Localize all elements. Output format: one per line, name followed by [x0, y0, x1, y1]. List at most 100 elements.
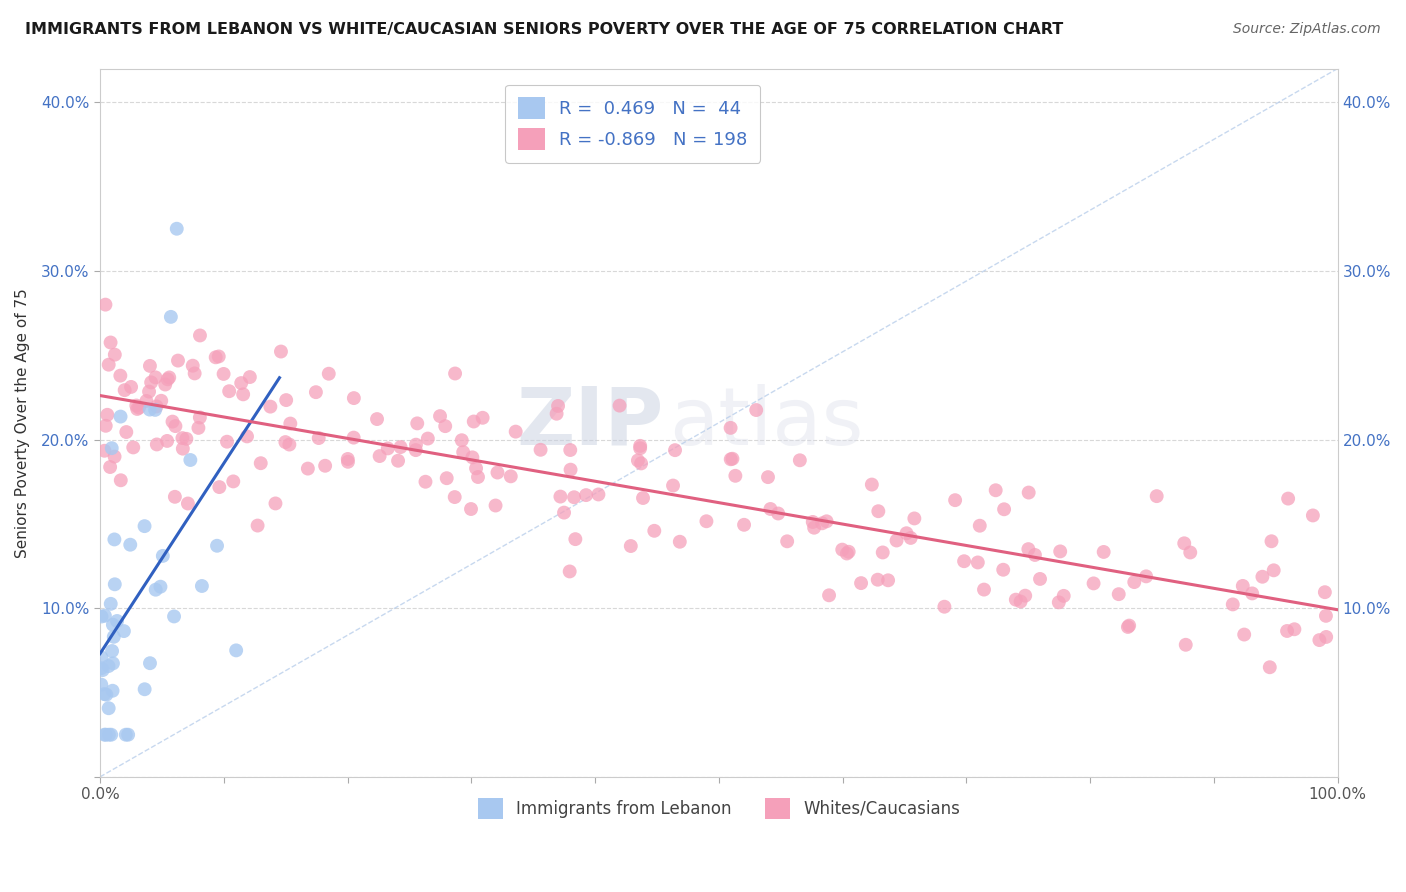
Point [305, 385, 328, 400]
Point [318, 367, 340, 381]
Point [336, 455, 359, 469]
Point [943, 493, 966, 508]
Point [451, 445, 474, 459]
Point [104, 348, 127, 362]
Point [100, 597, 122, 611]
Point [1123, 575, 1146, 590]
Point [872, 545, 894, 559]
Point [724, 468, 747, 483]
Point [1029, 572, 1052, 586]
Point [1083, 576, 1105, 591]
Point [720, 421, 742, 435]
Point [1108, 587, 1130, 601]
Point [1308, 633, 1330, 648]
Point [93, 728, 115, 742]
Point [181, 359, 204, 373]
Point [278, 437, 301, 451]
Point [558, 565, 581, 579]
Point [276, 393, 298, 408]
Point [1047, 595, 1070, 609]
Point [100, 441, 122, 455]
Point [188, 328, 211, 343]
Point [831, 542, 853, 557]
Point [114, 383, 136, 397]
Point [270, 344, 292, 359]
Point [212, 367, 235, 381]
Point [127, 401, 149, 416]
Point [101, 644, 124, 658]
Legend: Immigrants from Lebanon, Whites/Caucasians: Immigrants from Lebanon, Whites/Caucasia… [471, 791, 967, 825]
Point [406, 417, 429, 431]
Point [98, 460, 121, 475]
Point [1251, 570, 1274, 584]
Point [745, 403, 768, 417]
Point [155, 377, 177, 392]
Point [167, 353, 190, 368]
Point [429, 409, 451, 423]
Point [630, 457, 652, 471]
Point [1180, 545, 1202, 559]
Point [191, 579, 214, 593]
Point [849, 576, 872, 591]
Point [90, 661, 112, 675]
Point [415, 475, 437, 489]
Point [868, 504, 890, 518]
Point [150, 393, 173, 408]
Point [1116, 620, 1139, 634]
Point [434, 419, 457, 434]
Point [860, 477, 883, 491]
Point [156, 434, 179, 448]
Point [274, 435, 297, 450]
Point [343, 431, 366, 445]
Point [215, 434, 238, 449]
Point [1233, 627, 1256, 641]
Point [249, 456, 271, 470]
Point [993, 563, 1015, 577]
Point [1241, 586, 1264, 600]
Point [1004, 592, 1026, 607]
Point [896, 526, 918, 541]
Point [866, 573, 889, 587]
Point [94, 298, 117, 312]
Point [450, 434, 472, 448]
Point [662, 478, 685, 492]
Point [188, 410, 211, 425]
Point [1014, 589, 1036, 603]
Point [120, 538, 142, 552]
Point [444, 367, 467, 381]
Point [721, 451, 744, 466]
Point [467, 470, 489, 484]
Point [239, 370, 262, 384]
Point [1118, 618, 1140, 632]
Point [110, 409, 132, 424]
Point [138, 402, 160, 417]
Point [93, 687, 115, 701]
Point [141, 376, 163, 390]
Point [115, 425, 138, 439]
Point [336, 452, 359, 467]
Point [145, 400, 167, 414]
Point [609, 399, 631, 413]
Point [973, 582, 995, 597]
Point [562, 490, 585, 504]
Point [461, 450, 484, 465]
Point [1017, 542, 1039, 557]
Point [620, 539, 643, 553]
Point [163, 609, 186, 624]
Point [486, 466, 509, 480]
Point [146, 437, 169, 451]
Point [236, 429, 259, 443]
Point [110, 473, 132, 487]
Point [97, 728, 120, 742]
Point [547, 399, 569, 413]
Point [231, 376, 253, 390]
Point [163, 490, 186, 504]
Point [135, 394, 157, 409]
Point [628, 439, 651, 453]
Point [179, 453, 201, 467]
Point [934, 599, 956, 614]
Point [550, 490, 572, 504]
Point [1315, 630, 1337, 644]
Point [166, 221, 188, 235]
Point [90, 609, 112, 624]
